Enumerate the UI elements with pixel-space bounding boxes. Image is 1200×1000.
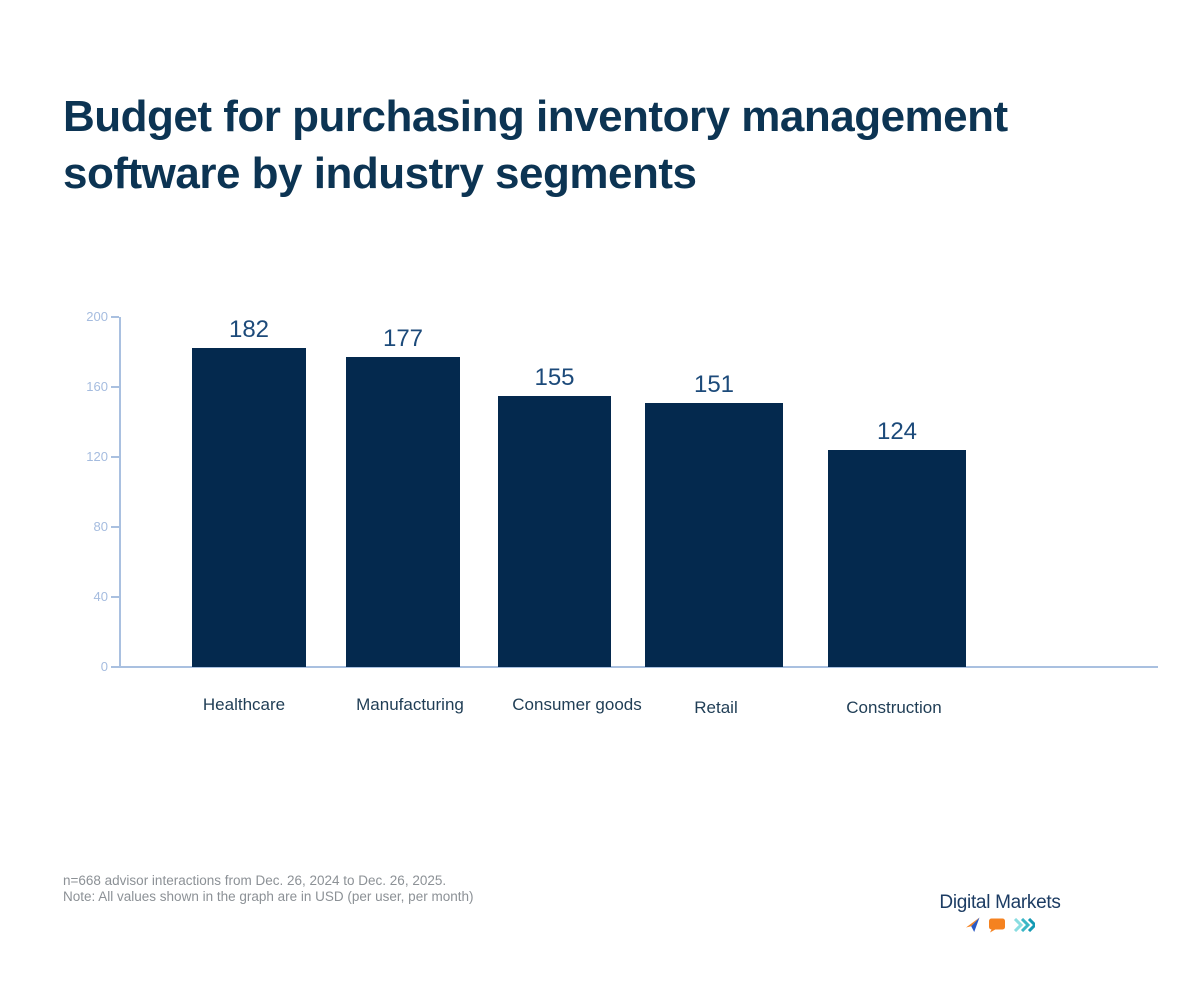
chat-bubble-icon — [988, 917, 1006, 933]
y-tick-label: 0 — [100, 659, 108, 674]
y-tick-label: 40 — [93, 589, 108, 604]
footnote-line2: Note: All values shown in the graph are … — [63, 889, 474, 904]
bar-construction — [828, 450, 966, 667]
x-axis-label: Retail — [694, 698, 738, 717]
y-tick-mark — [111, 386, 119, 388]
x-axis-label: Healthcare — [202, 695, 286, 714]
y-tick-label: 160 — [86, 379, 108, 394]
fast-forward-icon — [1013, 918, 1035, 932]
chart-title: Budget for purchasing inventory manageme… — [63, 92, 1008, 198]
y-tick-label: 80 — [93, 519, 108, 534]
bar-manufacturing — [346, 357, 460, 667]
x-axis-label: Construction — [846, 698, 942, 717]
x-axis-label: Manufacturing — [356, 695, 464, 714]
y-tick-mark — [111, 596, 119, 598]
bar-consumer-goods — [498, 396, 611, 667]
y-tick-mark — [111, 526, 119, 528]
y-tick-label: 120 — [86, 449, 108, 464]
x-axis-label: Consumer goods — [512, 695, 642, 714]
y-tick-mark — [111, 316, 119, 318]
bar-value-label: 155 — [534, 364, 575, 391]
bar-retail — [645, 403, 783, 667]
footnote: n=668 advisor interactions from Dec. 26,… — [63, 873, 473, 905]
y-axis-line — [119, 317, 121, 668]
logo-icons — [925, 916, 1075, 934]
bar-value-label: 124 — [876, 418, 918, 445]
y-tick-mark — [111, 456, 119, 458]
bar-value-label: 177 — [382, 325, 424, 352]
bar-healthcare — [192, 348, 306, 667]
x-axis-line — [119, 666, 1158, 668]
digital-markets-logo: Digital Markets — [925, 892, 1075, 934]
y-tick-mark — [111, 666, 119, 668]
bar-value-label: 182 — [228, 316, 270, 343]
logo-text: Digital Markets — [939, 892, 1061, 913]
footnote-line1: n=668 advisor interactions from Dec. 26,… — [63, 873, 447, 888]
bar-value-label: 151 — [693, 371, 735, 398]
send-icon — [965, 917, 981, 933]
y-tick-label: 200 — [86, 309, 108, 324]
